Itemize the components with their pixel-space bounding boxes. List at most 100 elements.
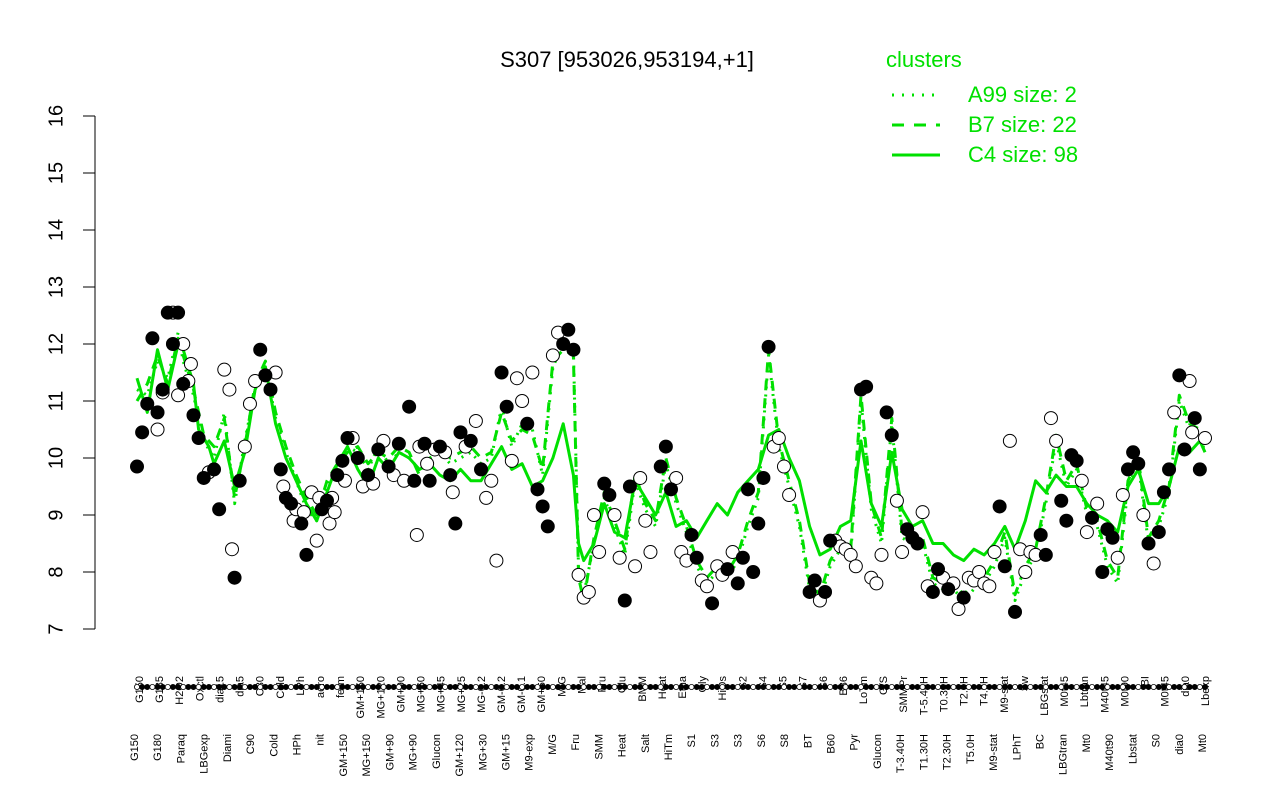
- x-tick-label: Glucon: [872, 734, 884, 769]
- data-point-filled: [818, 584, 833, 599]
- x-rug-mark: [1078, 684, 1085, 691]
- x-tick-label: Diami: [222, 734, 234, 762]
- legend-label-b7: B7 size: 22: [968, 112, 1077, 137]
- x-tick-label: Heat: [617, 734, 629, 757]
- x-rug-mark: [313, 684, 320, 691]
- x-tick-label: M9-exp: [524, 734, 536, 771]
- x-rug-mark: [1053, 684, 1060, 691]
- data-point-filled: [474, 462, 489, 477]
- x-rug-mark: [190, 684, 197, 691]
- data-point-filled: [1131, 456, 1146, 471]
- x-tick-label: T5.0H: [965, 734, 977, 764]
- data-point-filled: [1105, 530, 1120, 545]
- x-rug-mark: [447, 684, 454, 691]
- x-rug-mark: [1032, 684, 1039, 691]
- x-rug-mark: [657, 684, 664, 691]
- x-tick-label: M0t45: [1160, 676, 1172, 707]
- x-rug-mark: [431, 684, 438, 691]
- data-point-open: [848, 559, 863, 574]
- x-tick-label: Fru: [570, 734, 582, 751]
- x-tick-label: S1: [686, 734, 698, 747]
- x-rug-mark: [827, 684, 834, 691]
- data-point-filled: [746, 565, 761, 579]
- y-tick-label: 10: [45, 447, 67, 469]
- data-point-filled: [191, 431, 206, 446]
- data-point-open: [1110, 550, 1125, 565]
- x-rug-mark: [478, 684, 485, 691]
- data-point-filled: [253, 342, 268, 357]
- x-rug-mark: [400, 684, 407, 691]
- x-tick-label: GM+150: [338, 734, 350, 777]
- x-tick-label: S0: [1151, 734, 1163, 747]
- data-point-open: [633, 470, 648, 485]
- data-point-open: [150, 422, 165, 437]
- data-point-filled: [361, 468, 376, 483]
- data-point-filled: [741, 482, 756, 497]
- x-rug-mark: [1186, 684, 1193, 691]
- data-point-open: [504, 453, 519, 468]
- x-tick-label: BC: [1034, 734, 1046, 749]
- x-rug-mark: [606, 684, 613, 691]
- data-point-filled: [520, 416, 535, 431]
- data-point-open: [1090, 496, 1105, 511]
- data-point-open: [445, 485, 460, 500]
- x-tick-label: MG+150: [361, 734, 373, 777]
- data-point-filled: [859, 379, 874, 394]
- x-rug-mark: [354, 684, 361, 691]
- x-rug-mark: [149, 684, 156, 691]
- x-rug-mark: [883, 684, 890, 691]
- data-point-filled: [340, 431, 355, 446]
- x-rug-mark: [1191, 684, 1198, 691]
- x-rug-mark: [236, 684, 243, 691]
- x-tick-label: G150: [129, 734, 141, 761]
- x-tick-label: M40t45: [1099, 676, 1111, 713]
- data-point-filled: [884, 428, 899, 443]
- data-point-filled: [1059, 513, 1074, 528]
- x-tick-label: T-5.40H: [918, 676, 930, 715]
- x-rug-mark: [205, 684, 212, 691]
- x-rug-mark: [472, 684, 479, 691]
- x-rug-mark: [195, 684, 202, 691]
- x-rug-mark: [888, 684, 895, 691]
- data-point-open: [869, 576, 884, 591]
- x-rug-mark: [288, 684, 295, 691]
- data-point-filled: [622, 479, 637, 494]
- x-tick-label: BI: [1140, 676, 1152, 686]
- legend: clusters A99 size: 2 B7 size: 22 C4 size…: [886, 47, 1078, 167]
- x-rug-mark: [734, 684, 741, 691]
- data-point-open: [628, 559, 643, 574]
- x-tick-label: M40t90: [1104, 734, 1116, 771]
- data-point-filled: [417, 436, 432, 451]
- data-point-open: [586, 508, 601, 522]
- x-rug-mark: [139, 684, 146, 691]
- data-point-filled: [232, 473, 247, 488]
- data-point-filled: [330, 468, 345, 483]
- data-point-open: [409, 527, 424, 542]
- x-tick-label: S3: [709, 734, 721, 747]
- data-point-open: [224, 542, 239, 557]
- data-point-filled: [453, 425, 468, 440]
- x-rug-mark: [976, 684, 983, 691]
- x-tick-label: GM-0.2: [496, 676, 508, 713]
- data-point-filled: [1162, 462, 1177, 477]
- y-tick-label: 7: [45, 623, 67, 634]
- data-point-open: [276, 479, 291, 494]
- data-point-open: [1043, 411, 1058, 426]
- data-point-open: [643, 545, 658, 560]
- x-tick-label: T2.0H: [959, 676, 971, 706]
- x-rug-mark: [580, 684, 587, 691]
- data-point-filled: [720, 562, 735, 577]
- data-point-filled: [299, 547, 314, 562]
- data-point-filled: [1172, 368, 1187, 383]
- x-rug-mark: [863, 684, 870, 691]
- x-rug-mark: [714, 684, 721, 691]
- data-point-open: [1074, 473, 1089, 488]
- data-point-open: [776, 459, 791, 474]
- x-rug-mark: [416, 684, 423, 691]
- data-point-open: [296, 505, 311, 520]
- data-point-filled: [155, 382, 170, 397]
- x-rug-mark: [806, 684, 813, 691]
- x-rug-mark: [323, 684, 330, 691]
- x-rug-mark: [914, 684, 921, 691]
- x-rug-mark: [498, 684, 505, 691]
